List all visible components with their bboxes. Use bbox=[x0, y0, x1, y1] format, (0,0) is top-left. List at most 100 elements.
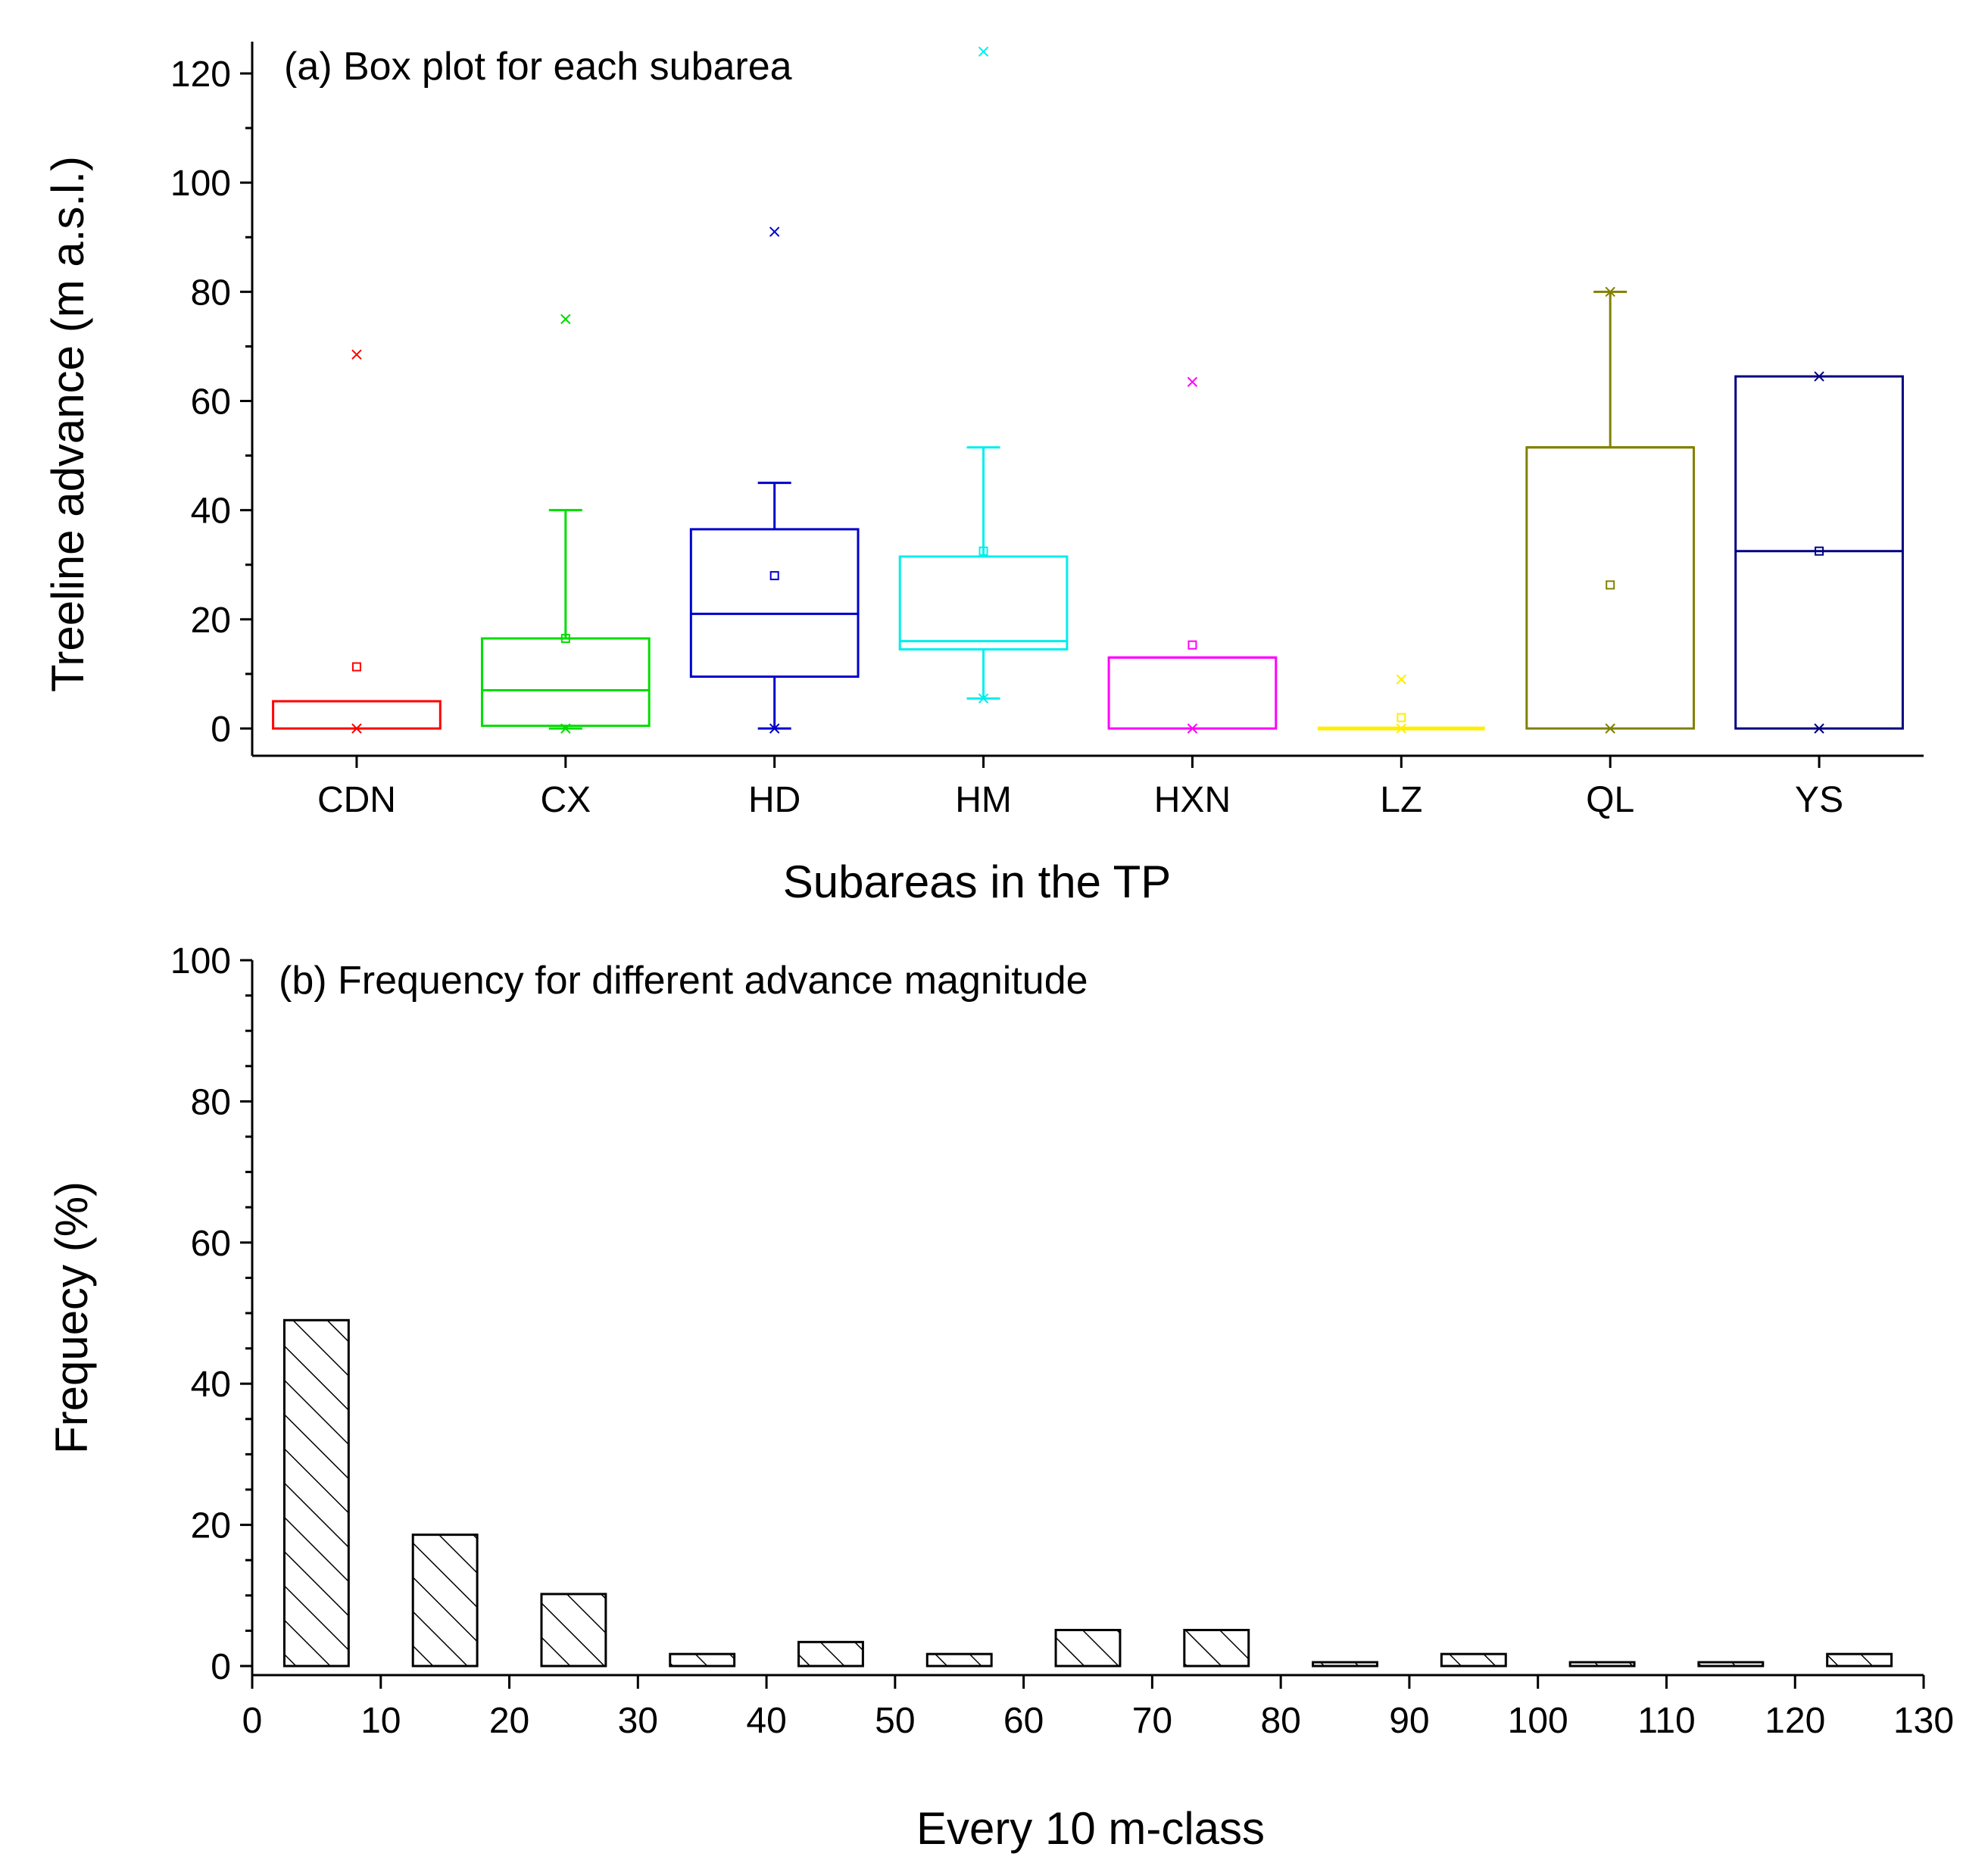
panel-b-histogram: 0 20 40 60 80 100 0 10 20 30 40 50 60 70 80 90 100 110 12… bbox=[46, 941, 1954, 1854]
x-tick-label: 30 bbox=[618, 1701, 658, 1741]
iqr-box bbox=[898, 555, 1069, 651]
max-marker bbox=[1187, 376, 1198, 387]
min-marker-stroke-2 bbox=[1605, 723, 1615, 734]
max-marker bbox=[769, 226, 780, 237]
panel-b-title: (b) Frequency for different advance magn… bbox=[279, 959, 1088, 1003]
x-tick-label: 120 bbox=[1765, 1701, 1825, 1741]
panel-a-boxes bbox=[272, 46, 1904, 734]
category-label-cx: CX bbox=[540, 780, 591, 820]
panel-a-x-axis-title: Subareas in the TP bbox=[783, 856, 1172, 907]
mean-marker bbox=[769, 571, 779, 581]
box-cdn bbox=[272, 349, 442, 734]
category-label-hm: HM bbox=[955, 780, 1012, 820]
y-tick-label: 40 bbox=[191, 1365, 231, 1405]
x-tick-label: 100 bbox=[1508, 1701, 1568, 1741]
histogram-bar-115 bbox=[1697, 1661, 1765, 1668]
max-marker-stroke-2 bbox=[1396, 674, 1407, 685]
max-marker-stroke-2 bbox=[1814, 371, 1824, 382]
max-marker bbox=[1605, 286, 1615, 298]
mean-marker bbox=[1187, 640, 1197, 650]
y-tick-label: 0 bbox=[211, 710, 231, 750]
x-tick-label: 20 bbox=[489, 1701, 529, 1741]
box-lz bbox=[1317, 674, 1485, 734]
histogram-bar-55 bbox=[925, 1652, 993, 1668]
histogram-bar-25 bbox=[540, 1593, 607, 1668]
min-marker-stroke-2 bbox=[978, 693, 989, 704]
mean-marker bbox=[978, 546, 988, 556]
histogram-bar-95 bbox=[1440, 1652, 1507, 1668]
max-marker-stroke-2 bbox=[351, 349, 362, 360]
histogram-bar-85 bbox=[1312, 1661, 1378, 1668]
x-tick-label: 90 bbox=[1389, 1701, 1429, 1741]
y-tick-label: 20 bbox=[191, 601, 231, 641]
histogram-bar-105 bbox=[1568, 1661, 1636, 1668]
max-marker bbox=[1396, 674, 1407, 685]
histogram-bar-125 bbox=[1826, 1652, 1893, 1668]
category-label-cdn: CDN bbox=[317, 780, 396, 820]
box-hm bbox=[898, 46, 1069, 704]
x-tick-label: 0 bbox=[242, 1701, 263, 1741]
iqr-box bbox=[480, 637, 651, 727]
panel-b-x-ticks: 0 10 20 30 40 50 60 70 80 90 100 110 120 130 bbox=[242, 1675, 1954, 1741]
x-tick-label: 50 bbox=[875, 1701, 915, 1741]
x-tick-label: 40 bbox=[746, 1701, 786, 1741]
y-tick-label: 80 bbox=[191, 1082, 231, 1122]
min-marker bbox=[351, 723, 362, 734]
box-ys bbox=[1734, 371, 1904, 734]
panel-b-y-axis-title: Frequecy (%) bbox=[46, 1181, 97, 1454]
max-marker-stroke-2 bbox=[560, 314, 571, 325]
min-marker-stroke-2 bbox=[560, 723, 571, 734]
min-marker-stroke-2 bbox=[351, 723, 362, 734]
y-tick-label: 100 bbox=[170, 164, 231, 204]
histogram-bar-15 bbox=[411, 1533, 479, 1668]
y-tick-label: 60 bbox=[191, 1224, 231, 1264]
iqr-box bbox=[1734, 375, 1904, 730]
iqr-box bbox=[272, 700, 442, 730]
min-marker-stroke-2 bbox=[769, 723, 780, 734]
mean-marker bbox=[560, 634, 570, 644]
y-tick-label: 120 bbox=[170, 55, 231, 95]
min-marker-stroke-2 bbox=[1396, 723, 1407, 734]
max-marker-stroke-2 bbox=[978, 46, 989, 57]
x-tick-label: 110 bbox=[1637, 1701, 1696, 1741]
panel-a-y-axis-title: Treeline advance (m a.s.l.) bbox=[42, 156, 93, 692]
histogram-bar-45 bbox=[797, 1640, 864, 1668]
min-marker bbox=[1814, 723, 1824, 734]
box-hxn bbox=[1107, 376, 1278, 734]
y-tick-label: 20 bbox=[191, 1506, 231, 1546]
panel-b-y-ticks: 0 20 40 60 80 100 bbox=[170, 941, 252, 1687]
mean-marker bbox=[1815, 546, 1824, 556]
max-marker bbox=[978, 46, 989, 57]
iqr-box bbox=[689, 528, 860, 679]
y-tick-label: 0 bbox=[211, 1647, 231, 1687]
min-marker-stroke-2 bbox=[1187, 723, 1198, 734]
panel-a-y-ticks: 0 20 40 60 80 100 120 bbox=[170, 55, 252, 750]
histogram-bar-75 bbox=[1183, 1628, 1250, 1668]
box-hd bbox=[689, 226, 860, 734]
category-label-hxn: HXN bbox=[1154, 780, 1231, 820]
max-marker-stroke-2 bbox=[769, 226, 780, 237]
panel-a-title: (a) Box plot for each subarea bbox=[284, 45, 792, 89]
histogram-bar-5 bbox=[282, 1318, 350, 1668]
max-marker bbox=[351, 349, 362, 360]
box-cx bbox=[480, 314, 651, 734]
y-tick-label: 100 bbox=[170, 941, 231, 981]
min-marker bbox=[978, 693, 989, 704]
max-marker bbox=[560, 314, 571, 325]
min-marker bbox=[560, 723, 571, 734]
panel-a-axes bbox=[251, 42, 1924, 757]
panel-b-axes bbox=[251, 960, 1924, 1677]
mean-marker bbox=[1606, 580, 1615, 590]
y-tick-label: 60 bbox=[191, 382, 231, 423]
histogram-bar-65 bbox=[1054, 1628, 1122, 1668]
y-tick-label: 80 bbox=[191, 273, 231, 313]
x-tick-label: 70 bbox=[1132, 1701, 1172, 1741]
category-label-ys: YS bbox=[1795, 780, 1843, 820]
x-tick-label: 130 bbox=[1893, 1701, 1954, 1741]
mean-marker bbox=[1397, 713, 1406, 722]
x-tick-label: 10 bbox=[360, 1701, 401, 1741]
category-label-hd: HD bbox=[748, 780, 801, 820]
min-marker bbox=[1187, 723, 1198, 734]
box-ql bbox=[1525, 286, 1696, 734]
